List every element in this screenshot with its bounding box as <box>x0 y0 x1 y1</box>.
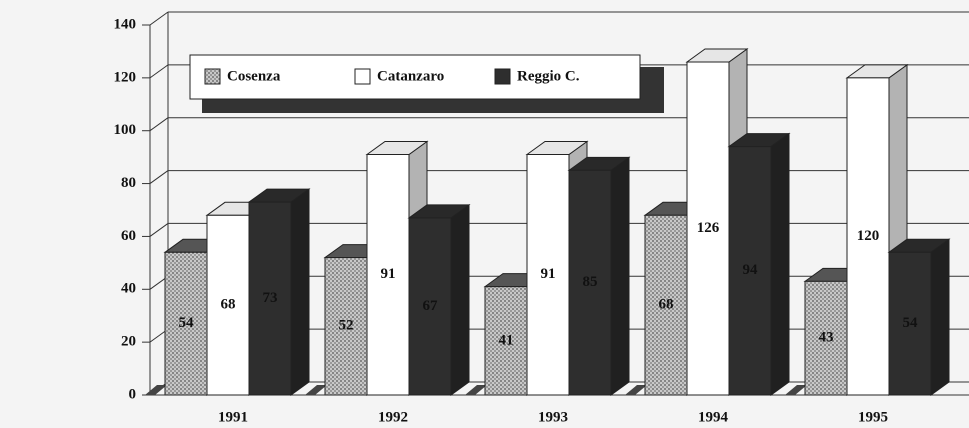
data-label: 68 <box>221 297 236 313</box>
legend-swatch <box>204 68 221 85</box>
grid-line <box>149 64 169 79</box>
y-tick-label: 100 <box>114 122 137 138</box>
legend-label: Cosenza <box>227 68 281 84</box>
y-tick-label: 20 <box>121 334 136 350</box>
bar <box>164 251 208 396</box>
data-label: 67 <box>423 298 439 314</box>
bar <box>526 154 570 396</box>
data-label: 91 <box>381 266 396 282</box>
bar <box>888 251 932 396</box>
data-label: 85 <box>583 274 598 290</box>
x-tick-label: 1995 <box>858 409 888 425</box>
floor-marker <box>785 385 807 395</box>
legend-swatch <box>354 68 371 85</box>
data-label: 43 <box>819 330 834 346</box>
bar <box>248 201 292 396</box>
x-tick-label: 1993 <box>538 409 568 425</box>
legend-label: Catanzaro <box>377 68 444 84</box>
grid-line <box>149 223 169 237</box>
data-label: 68 <box>659 297 674 313</box>
bar <box>846 77 890 396</box>
data-label: 54 <box>903 315 919 331</box>
bar-side <box>930 238 950 396</box>
y-tick-label: 120 <box>114 69 137 85</box>
y-tick-label: 60 <box>121 228 136 244</box>
bar <box>644 214 688 396</box>
grid-line <box>149 170 169 184</box>
bar <box>324 257 368 396</box>
legend-label: Reggio C. <box>517 68 580 84</box>
legend-swatch <box>494 68 511 85</box>
bar-side <box>610 156 630 396</box>
grid-line <box>149 11 169 26</box>
bar <box>408 217 452 396</box>
data-label: 94 <box>743 262 759 278</box>
y-tick-label: 80 <box>121 175 136 191</box>
grid-line <box>149 117 169 132</box>
floor-marker <box>145 385 167 395</box>
bar-side <box>450 203 470 396</box>
y-tick-label: 0 <box>129 386 137 402</box>
data-label: 41 <box>499 332 514 348</box>
x-tick-label: 1991 <box>218 409 248 425</box>
y-tick-label: 140 <box>114 16 137 32</box>
data-label: 126 <box>697 220 720 236</box>
data-label: 52 <box>339 318 354 334</box>
data-label: 91 <box>541 266 556 282</box>
y-tick-label: 40 <box>121 281 136 297</box>
data-label: 73 <box>263 290 278 306</box>
data-label: 120 <box>857 228 880 244</box>
bar-side <box>770 132 790 396</box>
bar-side <box>290 188 310 396</box>
bar <box>728 146 772 396</box>
floor-marker <box>465 385 487 395</box>
legend <box>189 54 641 100</box>
x-tick-label: 1992 <box>378 409 408 425</box>
x-tick-label: 1994 <box>698 409 729 425</box>
bar <box>804 280 848 396</box>
floor-marker <box>625 385 647 395</box>
bar <box>568 169 612 396</box>
data-label: 54 <box>179 315 195 331</box>
floor-marker <box>305 385 327 395</box>
bar <box>484 286 528 396</box>
